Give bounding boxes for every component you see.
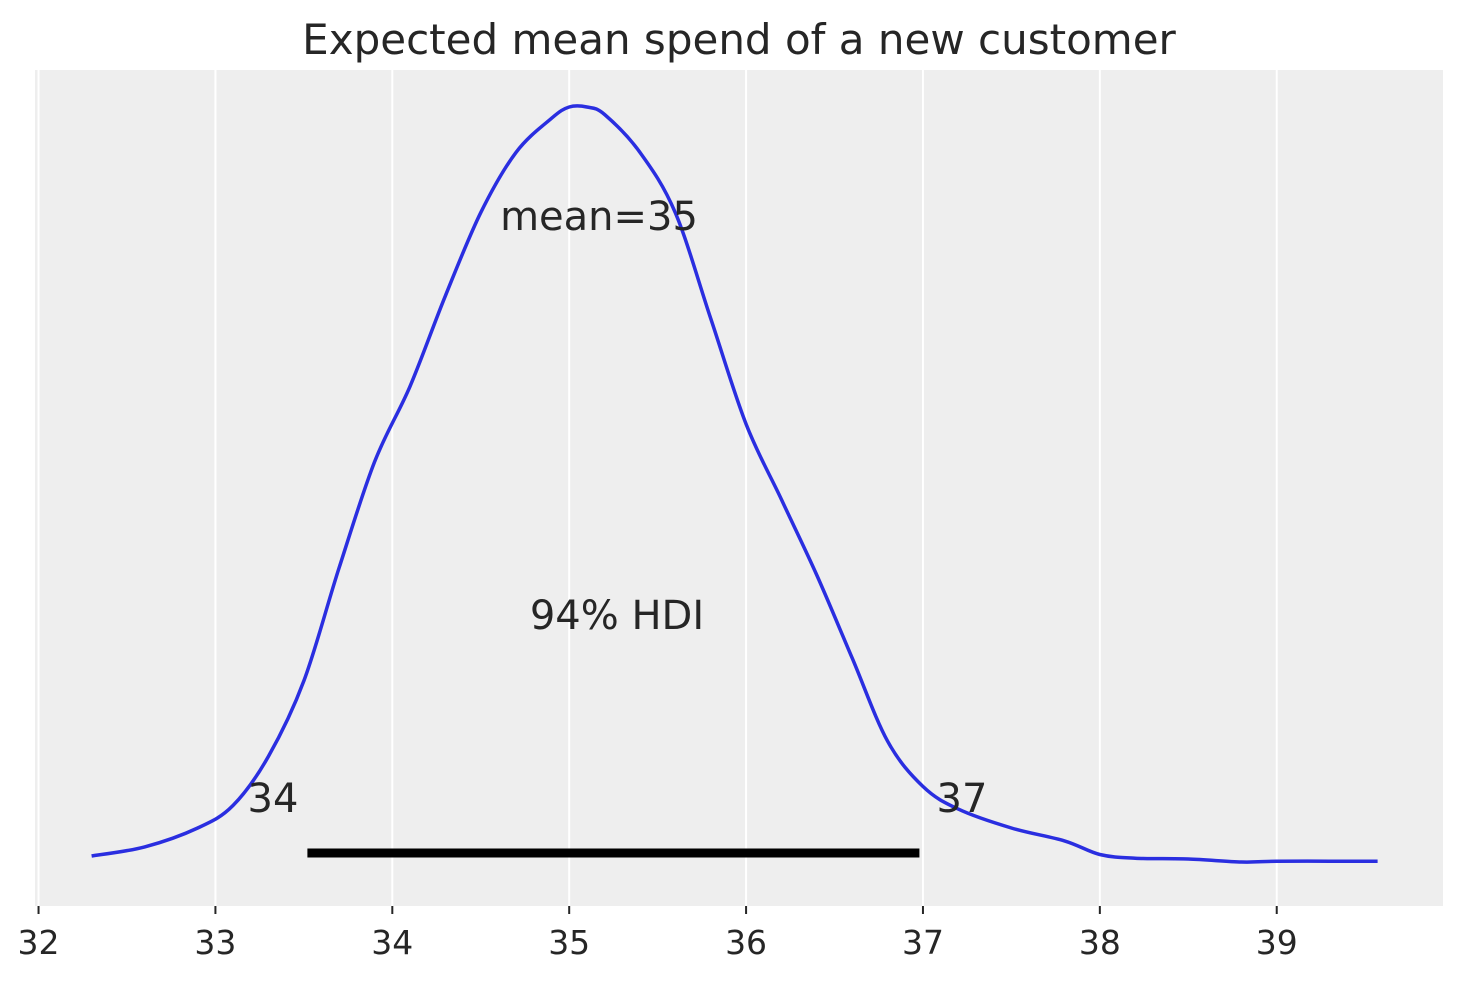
- tick-label: 33: [194, 923, 236, 962]
- tick-label: 39: [1256, 923, 1298, 962]
- tick-label: 36: [725, 923, 767, 962]
- hdi-annotation: 94% HDI: [530, 593, 704, 639]
- plot-area: [35, 70, 1443, 906]
- x-axis-ticks: 32 33 34 35 36 37 38 39: [18, 906, 1298, 962]
- tick-label: 34: [371, 923, 413, 962]
- mean-annotation: mean=35: [500, 194, 698, 240]
- tick-label: 32: [18, 923, 60, 962]
- tick-label: 35: [548, 923, 590, 962]
- tick-label: 38: [1079, 923, 1121, 962]
- hdi-high-label: 37: [937, 776, 988, 822]
- chart-title: Expected mean spend of a new customer: [302, 15, 1176, 64]
- tick-label: 37: [902, 923, 944, 962]
- hdi-low-label: 34: [248, 776, 299, 822]
- density-curve: [91, 104, 1378, 864]
- grid-lines: [37, 70, 1278, 906]
